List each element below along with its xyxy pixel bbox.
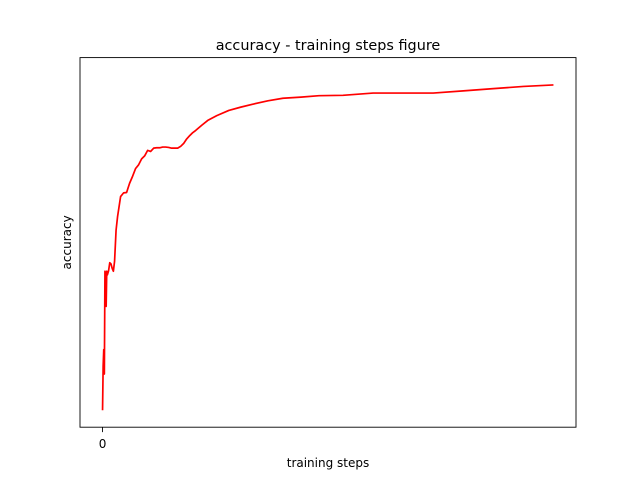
y-axis-label: accuracy <box>60 215 74 269</box>
x-tick-label: 0 <box>99 437 107 451</box>
x-axis-label: training steps <box>287 456 370 470</box>
accuracy-series-line <box>101 84 554 411</box>
x-axis-ticks: 0 <box>99 427 107 451</box>
plot-area <box>101 84 554 411</box>
chart-title: accuracy - training steps figure <box>216 38 441 54</box>
axes-frame <box>79 57 577 428</box>
